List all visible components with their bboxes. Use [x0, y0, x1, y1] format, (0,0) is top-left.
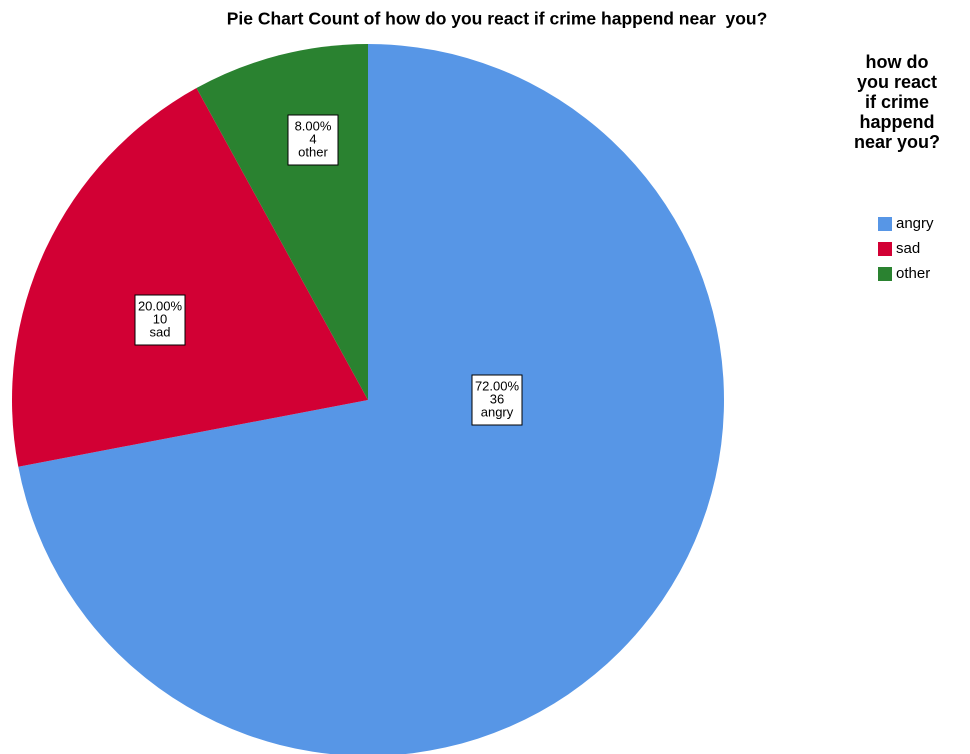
legend-swatch: [878, 242, 892, 256]
legend-swatch: [878, 267, 892, 281]
label-box: [134, 294, 186, 346]
percent-label: 8.00%: [295, 118, 332, 133]
chart-title: Pie Chart Count of how do you react if c…: [227, 9, 768, 29]
legend-label: angry: [896, 215, 934, 232]
legend-label: sad: [896, 240, 920, 257]
legend-title: how do you react if crime happend near y…: [853, 52, 941, 152]
category-label: angry: [481, 404, 514, 419]
legend-title-box: how do you react if crime happend near y…: [822, 52, 970, 152]
category-label: other: [298, 144, 328, 159]
count-label: 36: [490, 391, 504, 406]
label-box: [287, 114, 339, 166]
category-label: sad: [150, 324, 171, 339]
legend-label: other: [896, 265, 930, 282]
percent-label: 20.00%: [138, 298, 183, 313]
count-label: 4: [309, 131, 316, 146]
percent-label: 72.00%: [475, 378, 520, 393]
pie-slice: [11, 88, 368, 467]
pie-slice: [18, 44, 724, 754]
label-box: [471, 374, 523, 426]
legend-swatch: [878, 217, 892, 231]
count-label: 10: [153, 311, 167, 326]
